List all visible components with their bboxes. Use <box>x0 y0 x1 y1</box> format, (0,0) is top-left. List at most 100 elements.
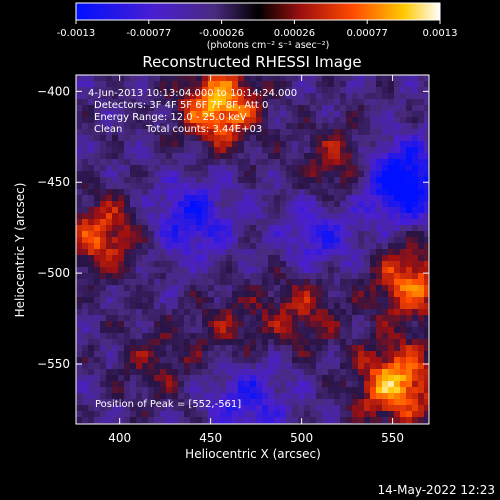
heatmap-cell <box>190 219 196 225</box>
heatmap-cell <box>88 255 94 261</box>
heatmap-cell <box>334 87 340 93</box>
heatmap-cell <box>346 327 352 333</box>
heatmap-cell <box>88 201 94 207</box>
heatmap-cell <box>172 309 178 315</box>
heatmap-cell <box>214 339 220 345</box>
heatmap-cell <box>328 297 334 303</box>
heatmap-cell <box>250 159 256 165</box>
heatmap-cell <box>322 345 328 351</box>
heatmap-cell <box>322 213 328 219</box>
heatmap-cell <box>274 117 280 123</box>
heatmap-cell <box>292 231 298 237</box>
heatmap-cell <box>220 273 226 279</box>
heatmap-cell <box>100 171 106 177</box>
heatmap-cell <box>274 99 280 105</box>
heatmap-cell <box>334 399 340 405</box>
heatmap-cell <box>250 249 256 255</box>
heatmap-cell <box>334 81 340 87</box>
heatmap-cell <box>406 315 412 321</box>
heatmap-cell <box>400 315 406 321</box>
heatmap-cell <box>256 213 262 219</box>
heatmap-cell <box>328 417 334 423</box>
heatmap-cell <box>406 147 412 153</box>
heatmap-cell <box>280 369 286 375</box>
heatmap-cell <box>310 165 316 171</box>
heatmap-cell <box>148 249 154 255</box>
heatmap-cell <box>148 159 154 165</box>
heatmap-cell <box>118 177 124 183</box>
heatmap-cell <box>250 195 256 201</box>
heatmap-cell <box>388 93 394 99</box>
heatmap-cell <box>262 225 268 231</box>
heatmap-cell <box>178 387 184 393</box>
heatmap-cell <box>322 165 328 171</box>
heatmap-cell <box>250 339 256 345</box>
heatmap-cell <box>226 87 232 93</box>
heatmap-cell <box>334 195 340 201</box>
heatmap-cell <box>118 201 124 207</box>
heatmap-cell <box>208 243 214 249</box>
heatmap-cell <box>280 99 286 105</box>
heatmap-cell <box>412 87 418 93</box>
heatmap-cell <box>328 333 334 339</box>
heatmap-cell <box>208 303 214 309</box>
heatmap-cell <box>310 243 316 249</box>
heatmap-cell <box>352 81 358 87</box>
heatmap-cell <box>82 321 88 327</box>
heatmap-cell <box>298 129 304 135</box>
heatmap-cell <box>412 129 418 135</box>
info-block: 4-Jun-2013 10:13:04.000 to 10:14:24.000 … <box>88 88 297 135</box>
heatmap-cell <box>412 375 418 381</box>
heatmap-cell <box>130 387 136 393</box>
heatmap-cell <box>124 381 130 387</box>
heatmap-cell <box>274 159 280 165</box>
heatmap-cell <box>202 87 208 93</box>
heatmap-cell <box>256 321 262 327</box>
heatmap-cell <box>166 411 172 417</box>
heatmap-cell <box>136 183 142 189</box>
heatmap-cell <box>196 147 202 153</box>
heatmap-cell <box>172 249 178 255</box>
heatmap-cell <box>112 87 118 93</box>
heatmap-cell <box>358 135 364 141</box>
heatmap-cell <box>352 129 358 135</box>
heatmap-cell <box>412 405 418 411</box>
heatmap-cell <box>202 315 208 321</box>
heatmap-cell <box>190 387 196 393</box>
heatmap-cell <box>112 381 118 387</box>
heatmap-cell <box>142 111 148 117</box>
heatmap-cell <box>166 315 172 321</box>
heatmap-cell <box>298 207 304 213</box>
heatmap-cell <box>274 189 280 195</box>
heatmap-cell <box>286 375 292 381</box>
heatmap-cell <box>310 393 316 399</box>
heatmap-cell <box>298 219 304 225</box>
heatmap-cell <box>322 309 328 315</box>
heatmap-cell <box>412 111 418 117</box>
heatmap-cell <box>112 411 118 417</box>
heatmap-cell <box>346 303 352 309</box>
heatmap-cell <box>298 81 304 87</box>
heatmap-cell <box>130 405 136 411</box>
heatmap-cell <box>316 291 322 297</box>
heatmap-cell <box>166 81 172 87</box>
heatmap-cell <box>424 285 429 291</box>
heatmap-cell <box>100 165 106 171</box>
heatmap-cell <box>190 171 196 177</box>
heatmap-cell <box>274 213 280 219</box>
heatmap-cell <box>196 177 202 183</box>
heatmap-cell <box>370 333 376 339</box>
heatmap-cell <box>412 135 418 141</box>
heatmap-cell <box>196 255 202 261</box>
heatmap-cell <box>238 417 244 423</box>
heatmap-cell <box>154 339 160 345</box>
heatmap-cell <box>148 303 154 309</box>
heatmap-cell <box>268 309 274 315</box>
heatmap-cell <box>202 375 208 381</box>
heatmap-cell <box>274 339 280 345</box>
heatmap-cell <box>346 225 352 231</box>
heatmap-cell <box>208 81 214 87</box>
heatmap-cell <box>346 87 352 93</box>
heatmap-cell <box>214 189 220 195</box>
heatmap-cell <box>196 375 202 381</box>
